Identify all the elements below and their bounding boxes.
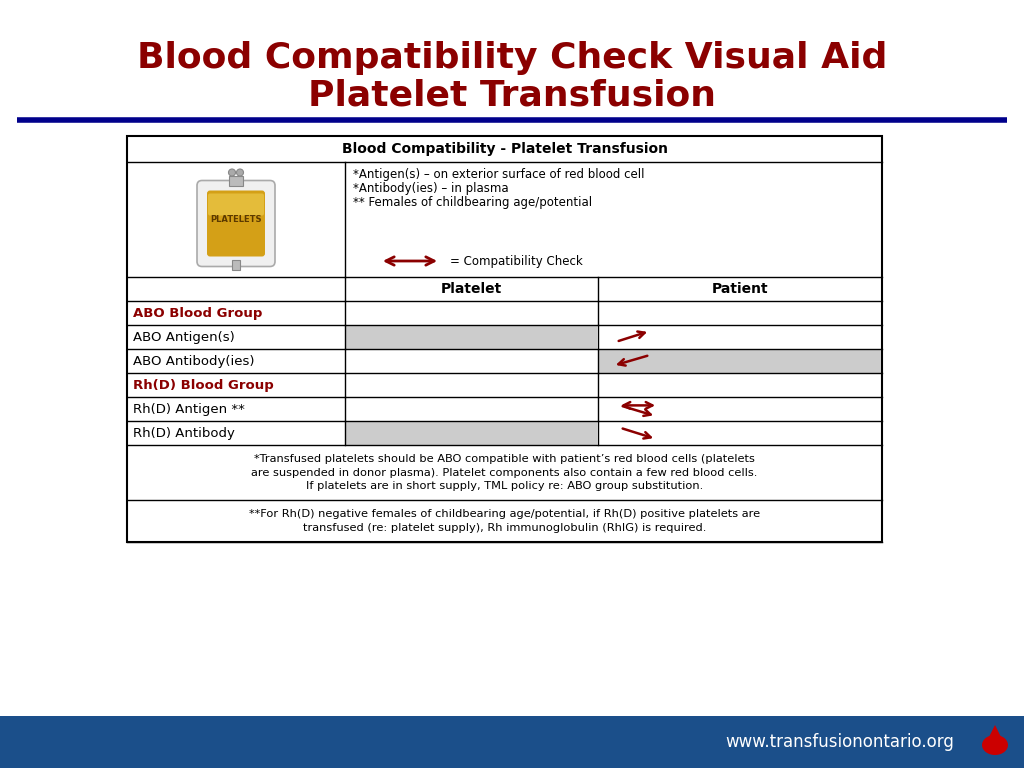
Text: ABO Blood Group: ABO Blood Group (133, 306, 262, 319)
Text: Rh(D) Antigen **: Rh(D) Antigen ** (133, 402, 245, 415)
Text: *Antibody(ies) – in plasma: *Antibody(ies) – in plasma (353, 182, 509, 195)
Text: = Compatibility Check: = Compatibility Check (450, 254, 583, 267)
Text: Rh(D) Blood Group: Rh(D) Blood Group (133, 379, 273, 392)
Polygon shape (988, 725, 1002, 739)
Text: ABO Antigen(s): ABO Antigen(s) (133, 330, 234, 343)
Text: **For Rh(D) negative females of childbearing age/potential, if Rh(D) positive pl: **For Rh(D) negative females of childbea… (249, 509, 760, 532)
Bar (346, 326, 597, 349)
Ellipse shape (982, 735, 1008, 755)
Text: Blood Compatibility Check Visual Aid: Blood Compatibility Check Visual Aid (137, 41, 887, 75)
Text: Platelet Transfusion: Platelet Transfusion (308, 79, 716, 113)
Text: ABO Antibody(ies): ABO Antibody(ies) (133, 355, 255, 368)
Bar (229, 176, 243, 186)
FancyBboxPatch shape (197, 180, 275, 266)
Text: ** Females of childbearing age/potential: ** Females of childbearing age/potential (353, 196, 592, 209)
FancyBboxPatch shape (207, 190, 265, 257)
Circle shape (228, 169, 236, 176)
Text: Rh(D) Antibody: Rh(D) Antibody (133, 426, 234, 439)
Bar (232, 260, 240, 270)
Text: PLATELETS: PLATELETS (210, 215, 262, 224)
Text: *Antigen(s) – on exterior surface of red blood cell: *Antigen(s) – on exterior surface of red… (353, 168, 644, 181)
Text: *Transfused platelets should be ABO compatible with patient’s red blood cells (p: *Transfused platelets should be ABO comp… (251, 455, 758, 491)
Circle shape (237, 169, 244, 176)
FancyBboxPatch shape (208, 194, 264, 216)
Text: Blood Compatibility - Platelet Transfusion: Blood Compatibility - Platelet Transfusi… (341, 142, 668, 156)
Bar (0, 716, 1024, 768)
Text: Patient: Patient (712, 282, 768, 296)
Text: Platelet: Platelet (441, 282, 502, 296)
Text: www.transfusionontario.org: www.transfusionontario.org (726, 733, 954, 751)
Bar (599, 349, 881, 372)
Bar (127, 136, 882, 542)
Bar (346, 422, 597, 445)
